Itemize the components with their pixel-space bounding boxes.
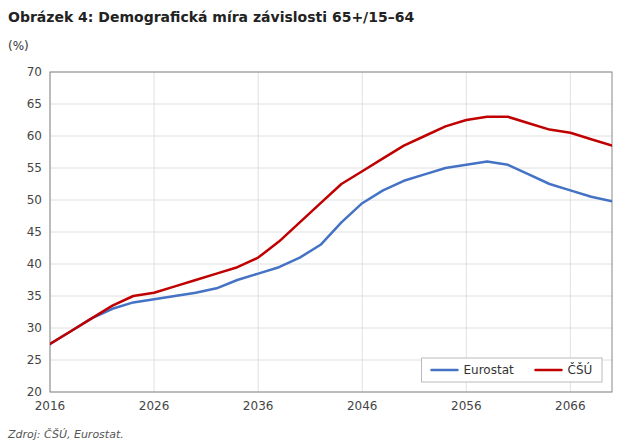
- legend-label: Eurostat: [464, 363, 515, 377]
- x-tick-label: 2036: [243, 399, 274, 413]
- y-tick-label: 35: [27, 289, 42, 303]
- y-tick-label: 20: [27, 385, 42, 399]
- legend: Eurostat ČŠÚ: [422, 358, 603, 382]
- lines: [50, 117, 612, 344]
- grid-line: [362, 72, 363, 392]
- series-line: [50, 162, 612, 344]
- grid-line: [154, 72, 155, 392]
- series-line: [50, 117, 612, 344]
- y-tick-label: 30: [27, 321, 42, 335]
- y-tick-label: 60: [27, 129, 42, 143]
- grid: [50, 72, 612, 392]
- x-tick-label: 2016: [35, 399, 66, 413]
- y-tick-label: 70: [27, 65, 42, 79]
- legend-box: [422, 358, 603, 382]
- y-tick-label: 25: [27, 353, 42, 367]
- x-tick-label: 2026: [139, 399, 170, 413]
- source: Zdroj: ČŠÚ, Eurostat.: [7, 428, 124, 441]
- grid-line: [50, 200, 612, 201]
- y-tick-label: 40: [27, 257, 42, 271]
- x-tick-label: 2066: [555, 399, 586, 413]
- plot-frame: [50, 72, 612, 392]
- grid-line: [50, 168, 612, 169]
- legend-swatch: [536, 369, 562, 372]
- grid-line: [50, 136, 612, 137]
- chart: Obrázek 4: Demografická míra závislosti …: [0, 0, 630, 446]
- title: Obrázek 4: Demografická míra závislosti …: [8, 9, 414, 25]
- grid-line: [570, 72, 571, 392]
- grid-line: [258, 72, 259, 392]
- legend-label: ČŠÚ: [568, 362, 593, 377]
- y-tick-label: 45: [27, 225, 42, 239]
- grid-line: [50, 328, 612, 329]
- x-tick-label: 2056: [451, 399, 482, 413]
- y-tick-label: 50: [27, 193, 42, 207]
- x-tick-label: 2046: [347, 399, 378, 413]
- grid-line: [50, 264, 612, 265]
- legend-swatch: [432, 369, 458, 372]
- y-tick-label: 65: [27, 97, 42, 111]
- y-unit: (%): [8, 39, 29, 53]
- grid-line: [50, 104, 612, 105]
- y-tick-label: 55: [27, 161, 42, 175]
